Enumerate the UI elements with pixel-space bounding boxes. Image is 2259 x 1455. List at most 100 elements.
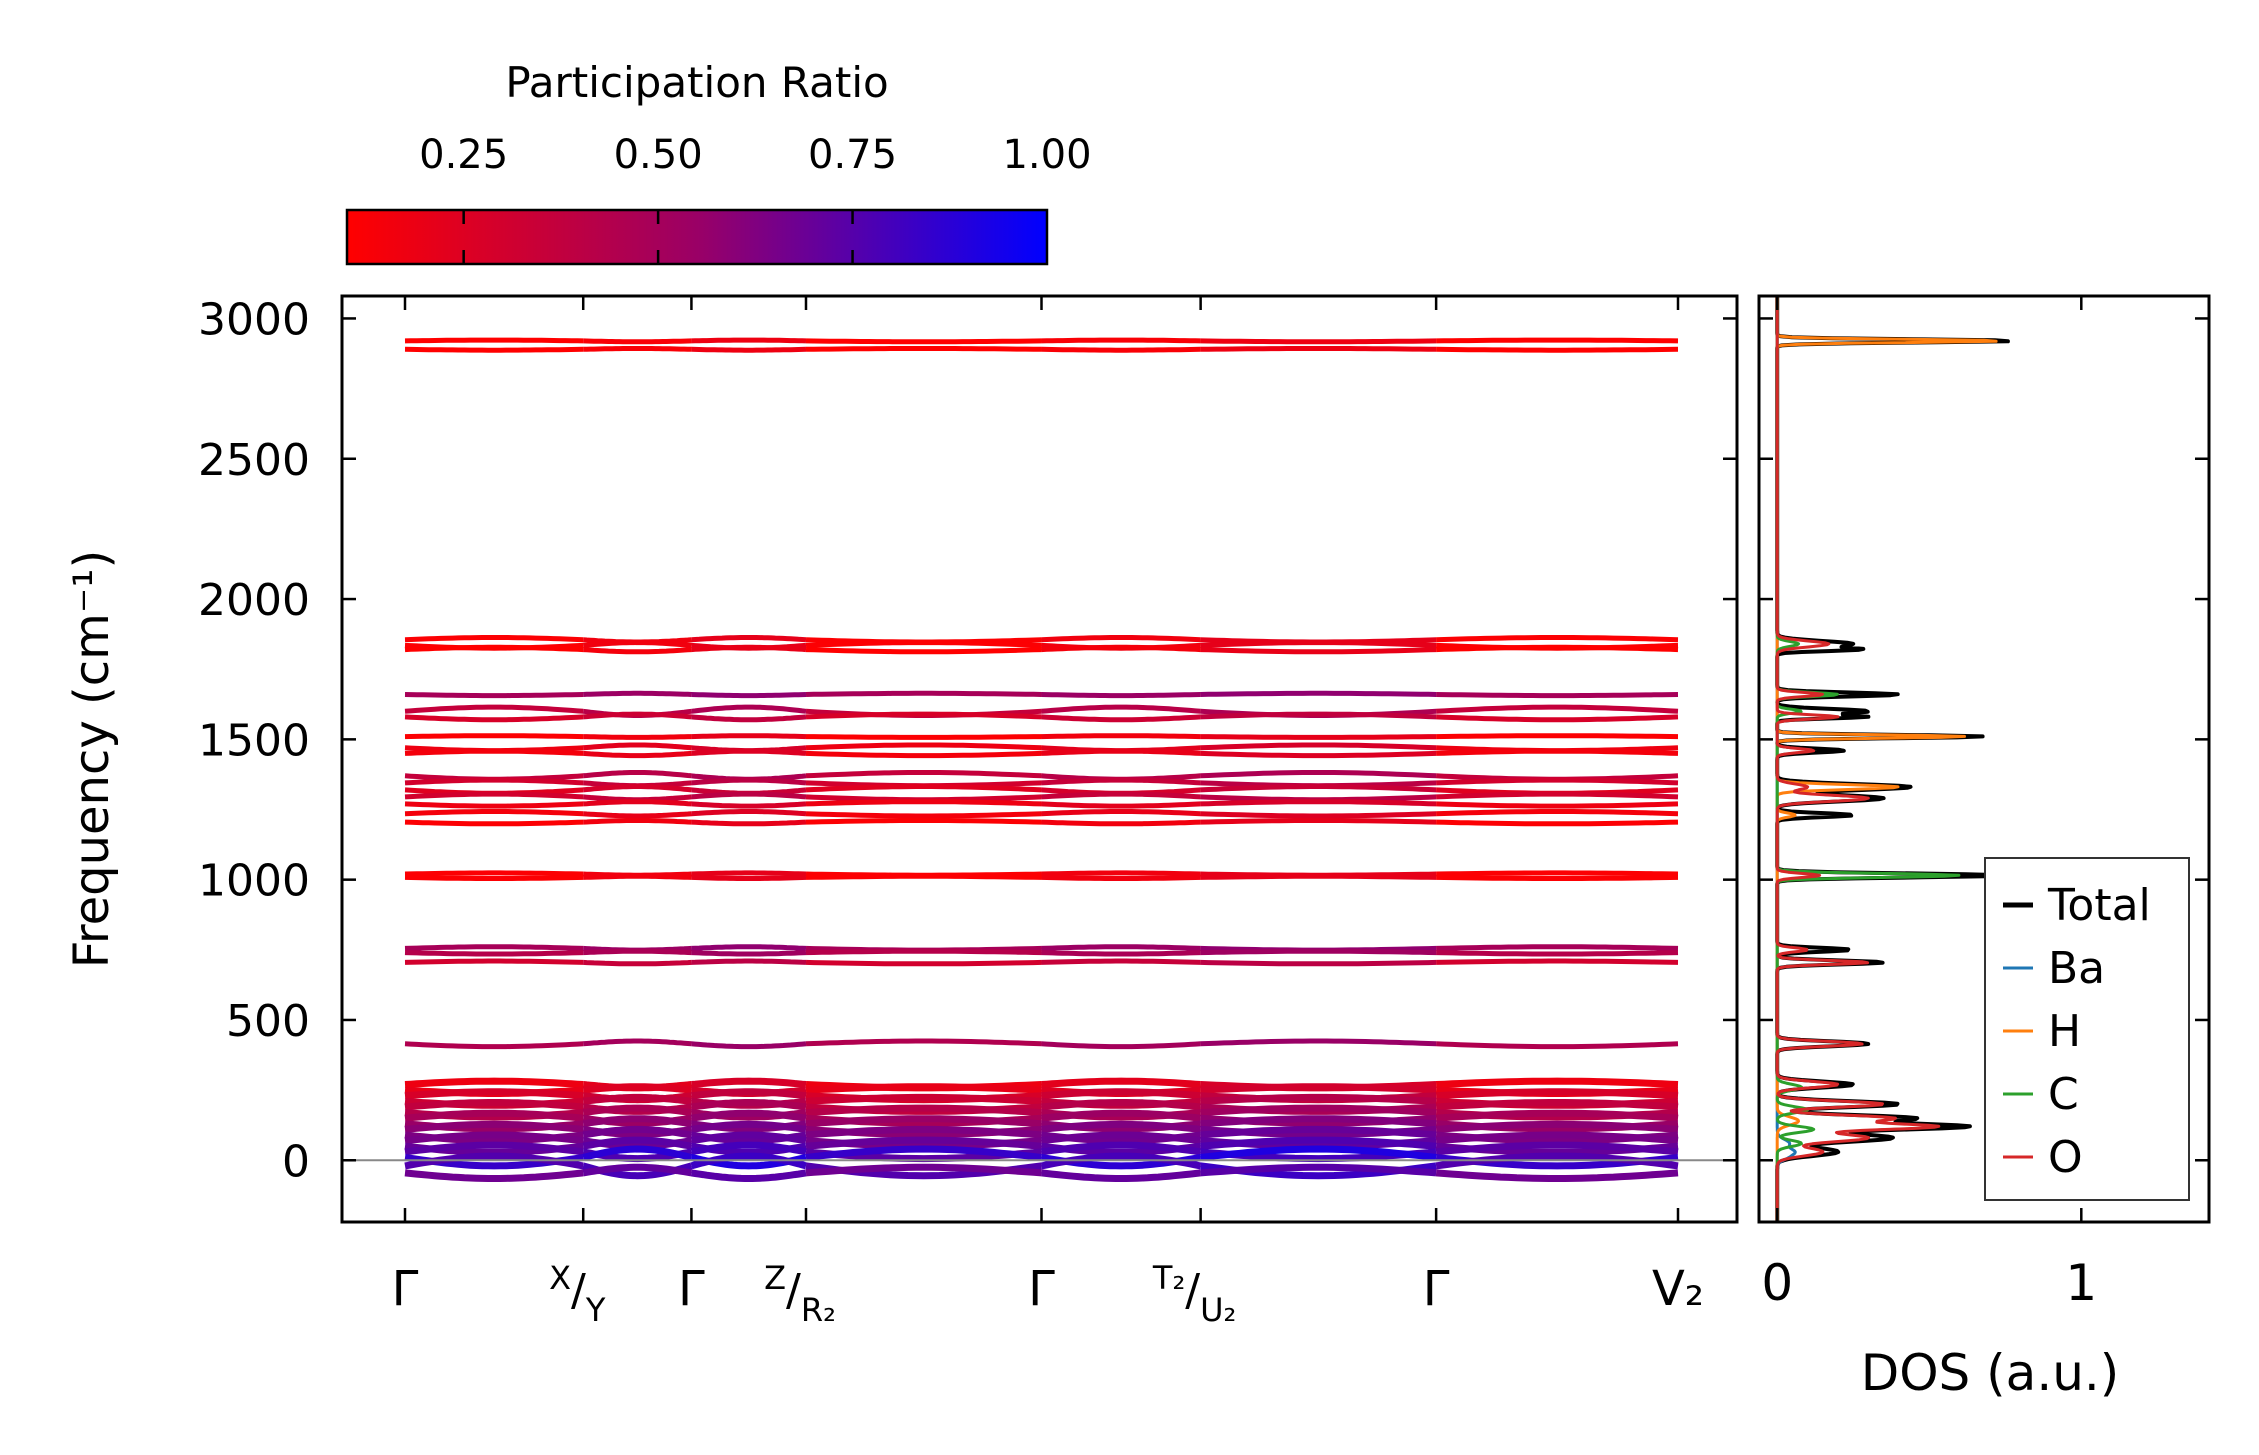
band-line	[691, 337, 807, 344]
band-line	[404, 950, 584, 957]
dos-series-total	[1775, 296, 2010, 1222]
band-line	[805, 647, 1042, 655]
band-line	[1200, 1163, 1437, 1177]
band-line	[1041, 346, 1201, 353]
band-line	[582, 742, 692, 751]
band-line	[1041, 748, 1201, 756]
band-line	[691, 1077, 807, 1088]
dos-series-c	[1775, 296, 1961, 1222]
band-line	[1436, 944, 1679, 951]
x-tick-label: Γ	[1028, 1261, 1055, 1317]
band-line	[1041, 1120, 1201, 1133]
band-line	[805, 750, 1042, 759]
band-line	[1041, 714, 1201, 723]
band-line	[806, 734, 1042, 740]
band-line	[404, 1099, 584, 1111]
band-line	[805, 873, 1042, 880]
band-line	[1436, 337, 1679, 344]
colorbar-tick-label: 0.25	[419, 132, 508, 178]
x-tick-label: Z/R₂	[764, 1259, 836, 1329]
band-line	[1436, 714, 1679, 723]
band-line	[691, 692, 807, 699]
band-line	[1041, 809, 1201, 817]
band-line	[404, 635, 584, 643]
band-line	[805, 1115, 1042, 1128]
x-tick-label: V₂	[1652, 1261, 1704, 1317]
band-line	[805, 959, 1042, 967]
band-line	[404, 1131, 584, 1145]
band-line	[805, 1093, 1042, 1105]
x-axis-ticks: Γ X/Y Γ Z/R₂ Γ T₂/U₂ Γ V₂	[392, 296, 1704, 1329]
band-line	[1041, 958, 1201, 965]
band-line	[1041, 801, 1201, 809]
band-line	[805, 770, 1042, 779]
band-line	[1200, 338, 1437, 345]
band-line	[583, 750, 692, 759]
band-line	[582, 1145, 693, 1161]
dos-series-o	[1775, 296, 1941, 1222]
band-line	[1436, 950, 1679, 957]
band-line	[690, 1169, 807, 1182]
band-line	[690, 1099, 807, 1111]
band-line	[1041, 1169, 1201, 1182]
band-line	[1200, 1136, 1437, 1150]
band-line	[1435, 1169, 1679, 1182]
band-line	[691, 644, 807, 653]
colorbar-gradient	[345, 208, 1049, 266]
band-line	[582, 1115, 692, 1128]
dos-x-axis-title: DOS (a.u.)	[1861, 1344, 2120, 1402]
band-line	[1436, 874, 1679, 881]
band-line	[690, 1120, 807, 1133]
band-line	[582, 770, 692, 779]
band-line	[1436, 870, 1679, 877]
x-tick-label: Γ	[1423, 1261, 1450, 1317]
dos-curves	[1775, 296, 2010, 1222]
band-line	[583, 959, 692, 967]
band-line	[404, 777, 584, 786]
band-line	[691, 870, 807, 877]
band-line	[1200, 711, 1437, 720]
band-line	[1436, 1041, 1679, 1050]
legend-label-h: H	[2048, 1006, 2081, 1057]
band-line	[582, 1136, 692, 1150]
band-line	[1041, 337, 1201, 344]
band-line	[1436, 733, 1679, 740]
band-line	[1200, 742, 1437, 751]
band-line	[1200, 811, 1437, 819]
band-line	[691, 791, 807, 800]
band-line	[805, 1163, 1042, 1177]
band-line	[1041, 870, 1201, 877]
band-line	[1435, 1088, 1679, 1100]
band-line	[1200, 873, 1437, 880]
legend-label-total: Total	[2047, 880, 2151, 931]
y-tick-label: 500	[226, 996, 310, 1047]
band-line	[583, 734, 692, 740]
band-line	[404, 801, 584, 809]
band-line	[1200, 1115, 1437, 1128]
band-line	[1041, 1099, 1201, 1111]
band-line	[1200, 818, 1437, 825]
band-line	[1436, 635, 1679, 643]
colorbar-tick-label: 1.00	[1002, 132, 1091, 178]
x-tick-label: X/Y	[549, 1259, 606, 1329]
band-line	[691, 733, 807, 740]
band-line	[690, 1109, 807, 1122]
band-line	[805, 784, 1042, 793]
band-line	[691, 801, 807, 809]
y-tick-label: 1000	[198, 856, 310, 907]
band-line	[1200, 734, 1437, 740]
colorbar-tick-label: 0.75	[808, 132, 897, 178]
band-line	[690, 1141, 807, 1156]
colorbar-ticks: 0.25 0.50 0.75 1.00	[419, 132, 1092, 264]
band-line	[404, 1120, 584, 1133]
band-line	[691, 748, 807, 756]
band-line	[1200, 750, 1437, 759]
x-tick-label: T₂/U₂	[1152, 1259, 1236, 1329]
dos-x-tick-label: 1	[2065, 1254, 2097, 1312]
band-line	[691, 958, 807, 965]
band-line	[1200, 1038, 1437, 1047]
band-line	[805, 1136, 1042, 1150]
